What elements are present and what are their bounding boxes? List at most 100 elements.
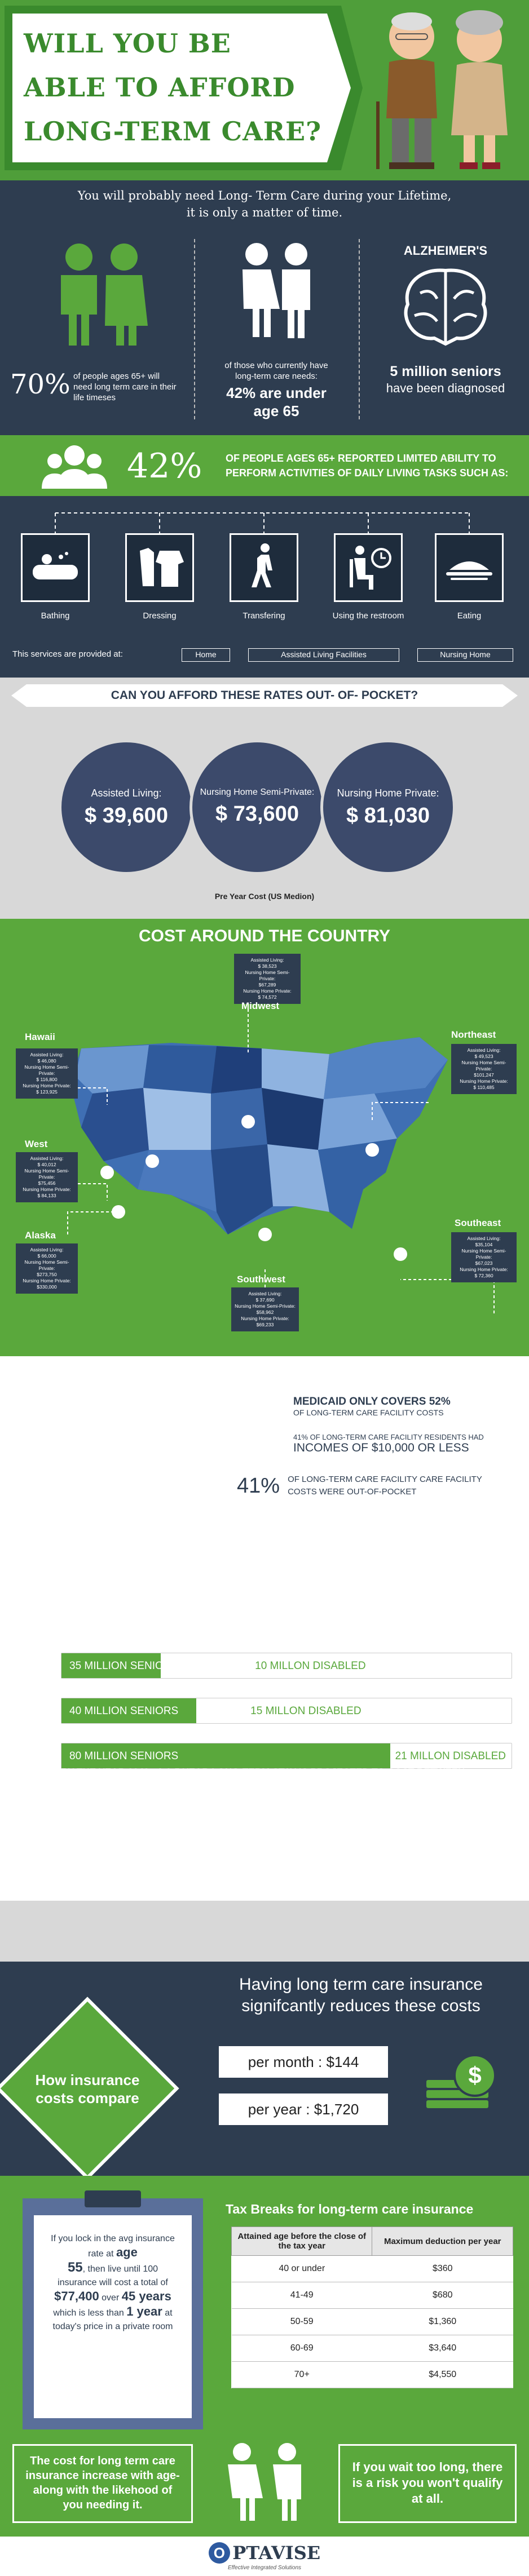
cost-line: $ 38,523 (258, 963, 277, 969)
tax-cell-deduction: $680 (372, 2282, 513, 2309)
tax-row: 50-59 $1,360 (231, 2308, 513, 2335)
tax-col-deduction: Maximum deduction per year (372, 2227, 513, 2256)
cost-line: $35,104 (475, 1242, 493, 1247)
cost-line: Assisted Living: (30, 1156, 64, 1161)
stat-70pct: 70% of people ages 65+ will need long te… (6, 240, 186, 426)
rate-label: Nursing Home Semi-Private: (200, 787, 315, 797)
projection-text: BY THE YEAR 2040 , A 3-5 YEAR LONG-TERM … (61, 1767, 468, 1777)
region-southeast-label: Southeast (455, 1218, 501, 1228)
tax-row: 60-69 $3,640 (231, 2335, 513, 2362)
tax-row: 41-49 $680 (231, 2282, 513, 2309)
growth-disabled: 10 MILLON DISABLED (255, 1660, 366, 1672)
rate-value: $ 81,030 (346, 804, 430, 827)
map-connectors (42, 989, 495, 1313)
growth-seniors: 35 MILLION SENIORS (69, 1660, 179, 1672)
cost-line: Nursing Home Semi-Private: (235, 1303, 296, 1309)
cost-map-section: COST AROUND THE COUNTRY H (0, 919, 529, 1356)
growth-disabled: 21 MILLON DISABLED (395, 1750, 506, 1762)
region-west-costs: Assisted Living: $ 40,012 Nursing Home Sem… (16, 1152, 78, 1202)
projection-low: $ 858,000 (42, 1799, 188, 1847)
task-label: Transfering (243, 611, 285, 621)
stat-alzheimers: ALZHEIMER'S 5 million seniors have been … (368, 240, 523, 426)
cost-line: Nursing Home Private: (241, 1316, 289, 1321)
cost-line: Nursing Home Semi-Private: (24, 1064, 69, 1076)
insurance-headline-1: Having long term care insurance (239, 1975, 483, 1994)
medicare-note: 2008 | Medicare enrollees age 65+ (299, 1376, 430, 1386)
cost-line: Nursing Home Private: (460, 1078, 508, 1084)
svg-text:$: $ (241, 1534, 250, 1551)
title-line-3: LONG-TERM CARE? (24, 116, 322, 147)
section-gap (0, 1901, 529, 1962)
brain-icon (404, 268, 487, 346)
elderly-woman-cane-icon (46, 1375, 144, 1594)
provided-label: This services are provided at: (12, 649, 123, 659)
cost-line: $75,456 (38, 1180, 56, 1186)
daily-tasks-section: Bathing Dressing Transfering Using the r… (0, 496, 529, 678)
bottom-left-note: The cost for long term care insurance in… (12, 2444, 193, 2523)
cost-line: $ 116,800 (36, 1077, 58, 1082)
rates-section: CAN YOU AFFORD THESE RATES OUT- OF- POCK… (0, 678, 529, 919)
task-eating: Eating (431, 533, 508, 621)
rate-label: Nursing Home Private: (337, 787, 439, 799)
cost-line: Nursing Home Private: (23, 1187, 71, 1192)
clip-text: over (102, 2293, 120, 2303)
tax-cell-deduction: $3,640 (372, 2335, 513, 2362)
brand-name: PTAVISE (232, 2542, 321, 2564)
bathtub-icon (33, 552, 78, 579)
alzheimers-bold: 5 million seniors (390, 364, 501, 379)
cost-line: Nursing Home Semi-Private: (461, 1060, 506, 1072)
title-line-1: WILL YOU BE (24, 28, 231, 59)
clip-highlight: 55 (67, 2260, 83, 2275)
clip-text: at today's price in a private room (52, 2308, 173, 2331)
region-midwest-label: Midwest (241, 1001, 280, 1011)
clip-text: If you lock in the avg (51, 2234, 134, 2243)
cost-line: $67,023 (475, 1260, 493, 1266)
projection-high: $ 1,430, 00 (316, 1799, 465, 1847)
task-restroom: Using the restroom (330, 533, 407, 621)
insurance-section: Having long term care insurance signifca… (0, 1962, 529, 2176)
divider (194, 239, 195, 419)
tax-cell-age: 70+ (231, 2361, 372, 2388)
map-title: COST AROUND THE COUNTRY (138, 927, 391, 945)
region-hawaii-costs: Assisted Living: $ 46,080 Nursing Home Sem… (16, 1048, 78, 1099)
cost-line: Assisted Living: (30, 1052, 64, 1057)
rates-note: Pre Year Cost (US Medion) (214, 892, 315, 901)
cost-line: Nursing Home Private: (23, 1083, 71, 1088)
tax-row: 40 or under $360 (231, 2255, 513, 2282)
alzheimers-title: ALZHEIMER'S (403, 244, 488, 258)
clip-text: insurance rate at (88, 2234, 175, 2259)
place-assisted-living: Assisted Living Facilities (248, 648, 399, 662)
growth-disabled: 15 MILLON DISABLED (250, 1705, 362, 1717)
projection-and: AND (220, 1807, 274, 1835)
adl-text: OF PEOPLE AGES 65+ REPORTED LIMITED ABIL… (226, 453, 509, 479)
tax-cell-age: 50-59 (231, 2308, 372, 2335)
cost-line: Assisted Living: (30, 1247, 64, 1252)
place-nursing-home: Nursing Home (417, 648, 513, 662)
fact-pct: 41% (237, 1474, 280, 1498)
rate-nursing-semi-private: Nursing Home Semi-Private: $ 73,600 (189, 740, 325, 875)
medicaid-fact-1: MEDICAID ONLY COVERS 52% OF LONG-TERM CA… (288, 1392, 513, 1420)
elderly-couple-illustration (376, 10, 508, 169)
divider (359, 239, 360, 419)
walking-person-icon (252, 543, 272, 587)
clipboard-text: If you lock in the avg insurance rate at… (34, 2215, 192, 2418)
cost-line: $ 46,080 (37, 1058, 56, 1064)
rate-value: $ 39,600 (85, 804, 168, 827)
tax-row: 70+ $4,550 (231, 2361, 513, 2388)
senior-growth-section: THE GROWING NEED FOR SENIOR CARE (AGES 6… (0, 1608, 529, 1962)
region-northeast-costs: Assisted Living: $ 49,523 Nursing Home Sem… (451, 1044, 517, 1094)
region-southwest-label: Southwest (237, 1274, 285, 1285)
cost-line: Assisted Living: (248, 1291, 282, 1296)
medicaid-fact-3: 41% OF LONG-TERM CARE FACILITY CARE FACI… (231, 1469, 513, 1503)
region-alaska-label: Alaska (25, 1230, 56, 1241)
cost-line: $69,233 (256, 1322, 274, 1327)
seniors-icon (61, 244, 148, 346)
fact-text: 41% OF LONG-TERM CARE FACILITY RESIDENTS… (293, 1433, 484, 1441)
growth-subtitle: THE GROWING NEED FOR SENIOR CARE (AGES 6… (120, 1621, 409, 1634)
cost-line: $ 123,925 (36, 1089, 58, 1095)
per-month-cost: per month : $144 (219, 2046, 388, 2078)
subtitle-section: You will probably need Long- Term Care d… (0, 180, 529, 229)
tax-cell-deduction: $360 (372, 2255, 513, 2282)
rate-nursing-private: Nursing Home Private: $ 81,030 (320, 740, 456, 875)
header-section: WILL YOU BE ABLE TO AFFORD LONG-TERM CAR… (0, 0, 529, 180)
